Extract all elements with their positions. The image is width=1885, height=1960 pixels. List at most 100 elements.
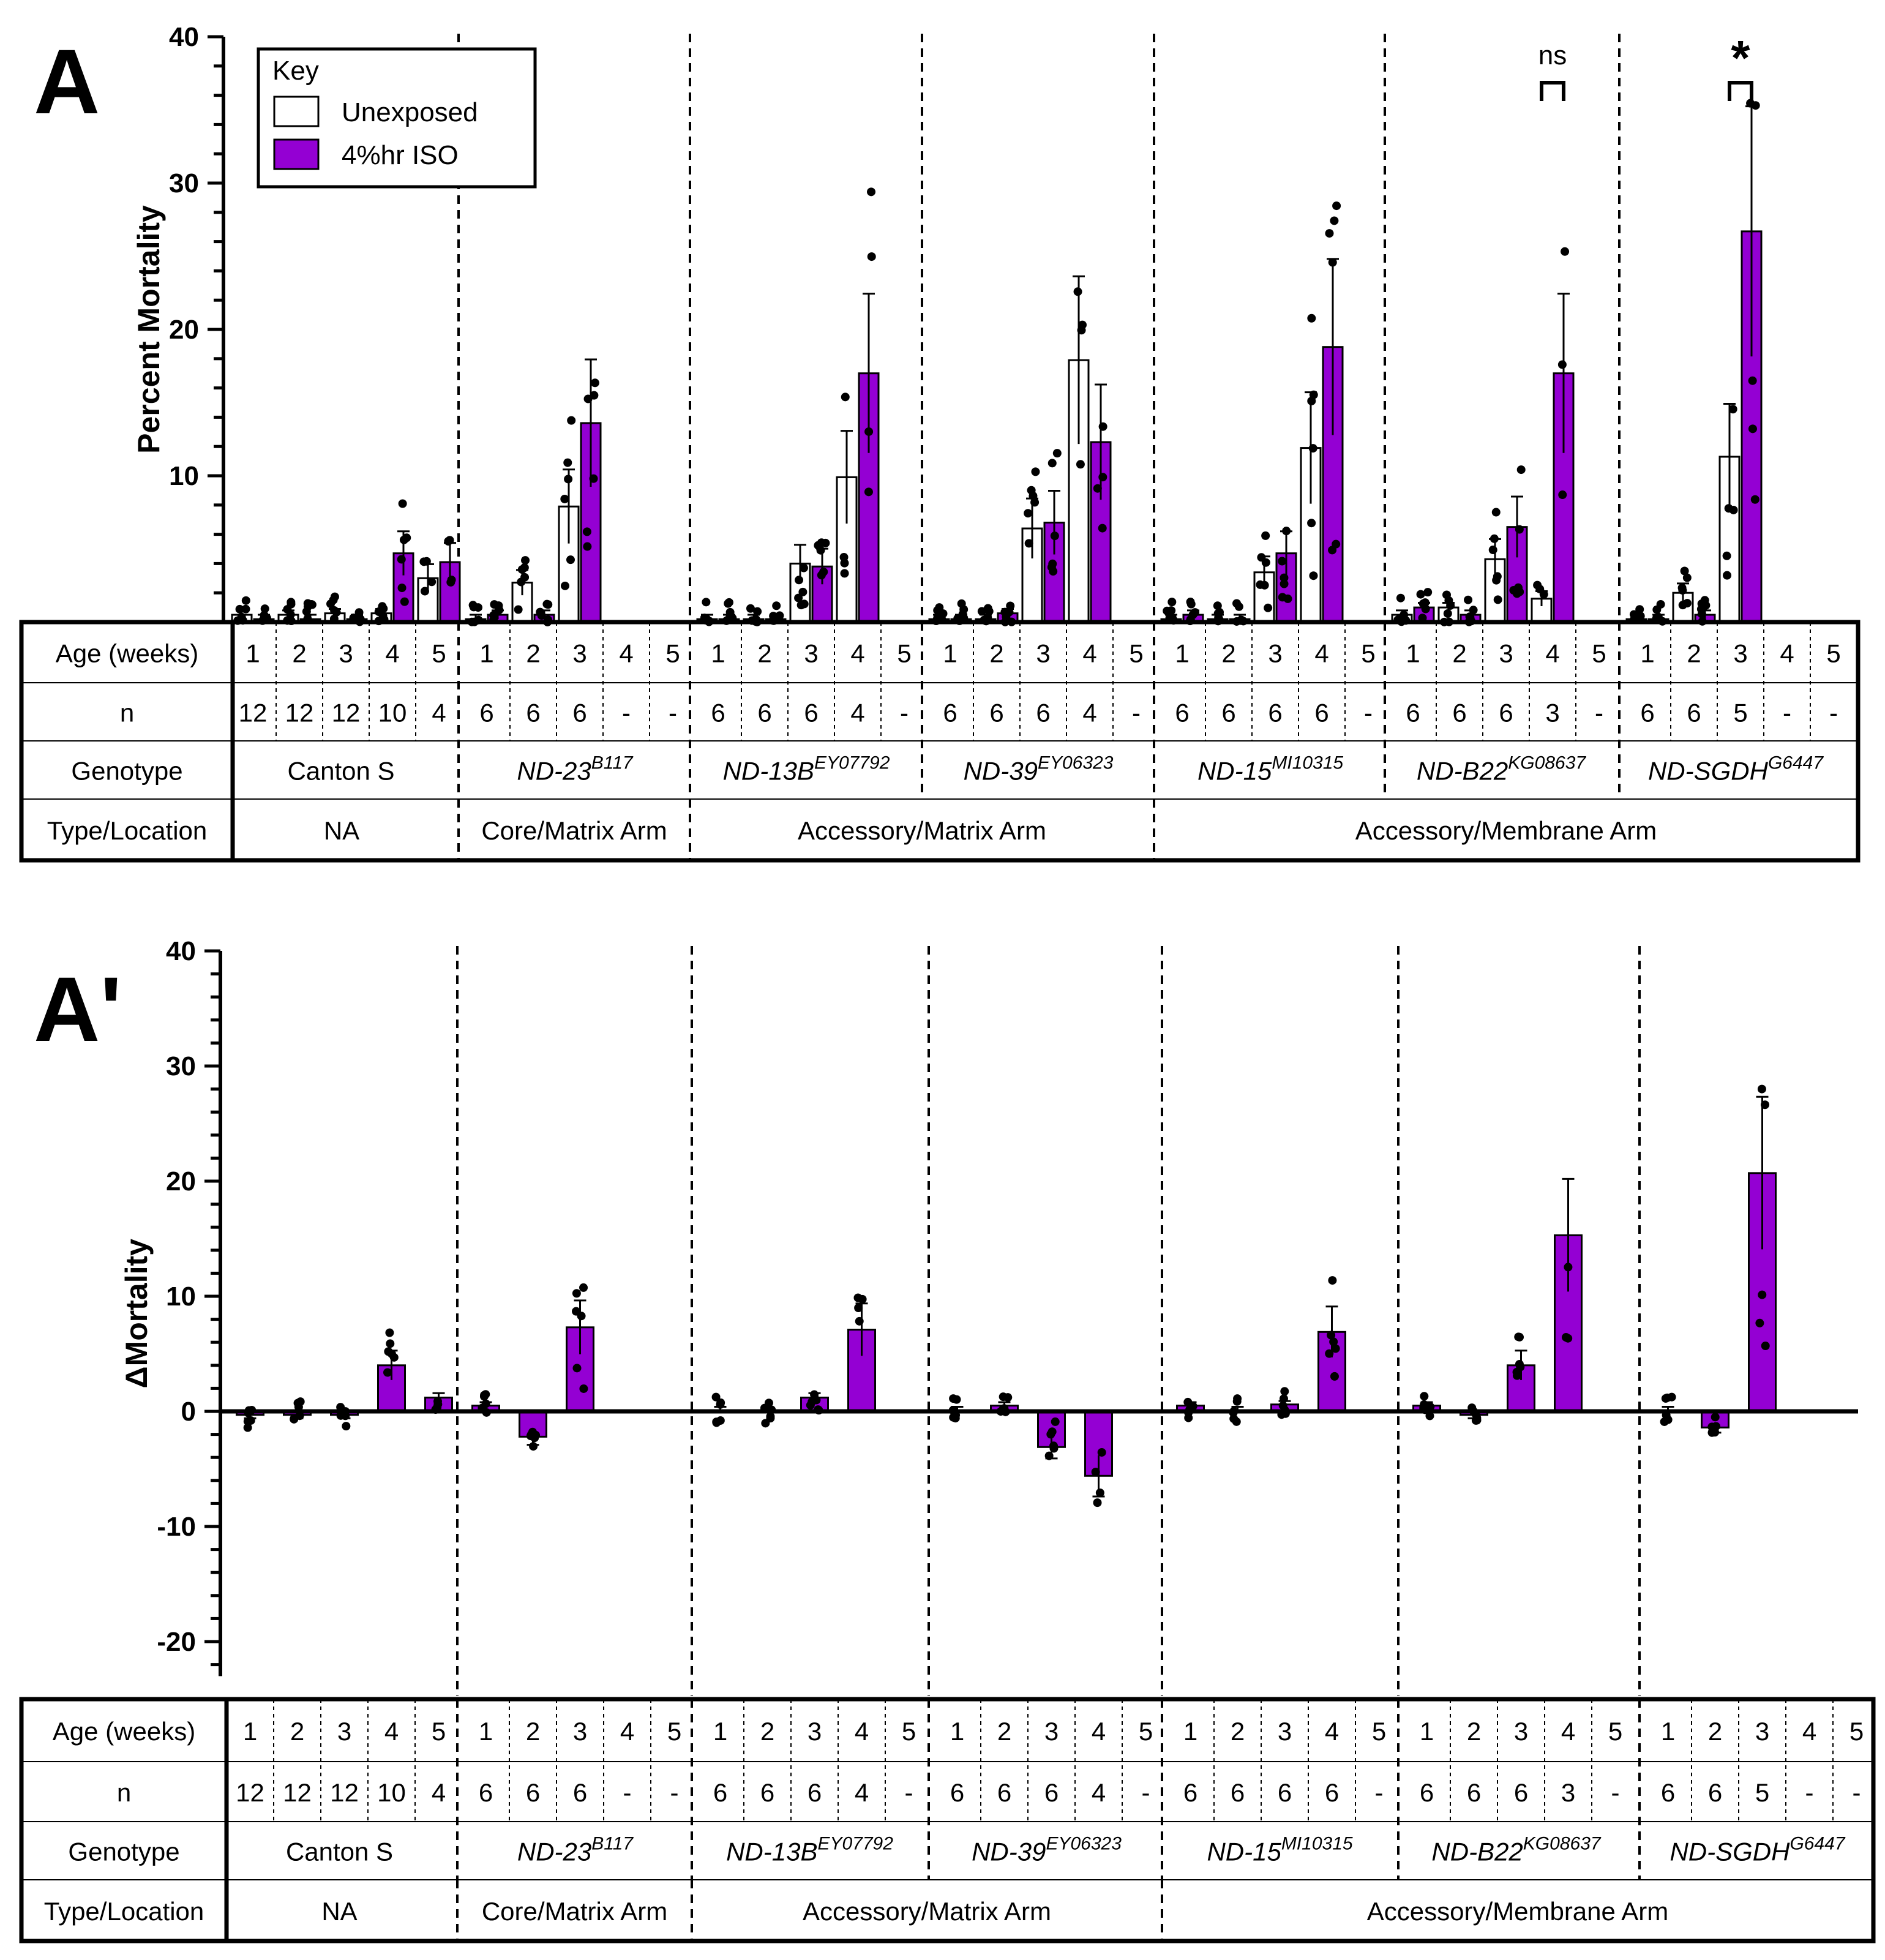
n-cell: - bbox=[1611, 1778, 1620, 1807]
data-point bbox=[303, 599, 312, 608]
genotype-name: ND-23B117 bbox=[517, 1834, 634, 1866]
y-tick-label: 40 bbox=[169, 22, 199, 52]
type-location-cell: Accessory/Matrix Arm bbox=[803, 1897, 1051, 1926]
data-point bbox=[1656, 599, 1665, 609]
data-point bbox=[1561, 247, 1570, 256]
data-point bbox=[798, 587, 808, 596]
legend-title: Key bbox=[272, 56, 319, 86]
n-cell: 4 bbox=[432, 1778, 446, 1807]
data-point bbox=[447, 576, 456, 585]
data-point bbox=[1278, 557, 1287, 566]
age-cell: 4 bbox=[1325, 1717, 1339, 1746]
n-cell: 6 bbox=[950, 1778, 964, 1807]
age-cell: 3 bbox=[1278, 1717, 1292, 1746]
data-point bbox=[243, 1417, 252, 1426]
age-cell: 1 bbox=[1175, 639, 1189, 668]
data-point bbox=[481, 1390, 490, 1399]
data-point bbox=[1729, 505, 1738, 514]
age-cell: 4 bbox=[1545, 639, 1559, 668]
n-cell: 6 bbox=[1183, 1778, 1197, 1807]
genotype-base: Canton S bbox=[287, 757, 394, 786]
n-cell: - bbox=[1805, 1778, 1814, 1807]
n-cell: 6 bbox=[989, 699, 1003, 727]
data-point bbox=[1280, 573, 1289, 582]
data-point bbox=[419, 557, 429, 566]
data-point bbox=[1330, 1372, 1339, 1381]
data-point bbox=[1728, 405, 1737, 414]
genotype-allele: MI10315 bbox=[1281, 1834, 1353, 1854]
n-cell: 10 bbox=[377, 1778, 406, 1807]
data-point bbox=[1188, 610, 1197, 619]
data-point bbox=[1332, 201, 1341, 211]
data-point bbox=[243, 1423, 252, 1432]
data-point bbox=[383, 1368, 392, 1377]
n-cell: 6 bbox=[1278, 1778, 1292, 1807]
data-point bbox=[384, 1347, 393, 1356]
y-tick-label: 20 bbox=[166, 1166, 196, 1196]
data-point bbox=[1711, 1413, 1720, 1422]
data-point bbox=[560, 581, 569, 590]
data-point bbox=[1278, 1401, 1287, 1410]
type-location-cell: Accessory/Matrix Arm bbox=[798, 816, 1046, 845]
data-point bbox=[1047, 459, 1057, 468]
data-point bbox=[858, 1294, 867, 1304]
data-point bbox=[1049, 1441, 1059, 1451]
table-row-label: Age (weeks) bbox=[56, 639, 198, 668]
type-location-cell: Core/Matrix Arm bbox=[481, 816, 667, 845]
n-cell: 6 bbox=[757, 699, 771, 727]
data-point bbox=[1491, 508, 1501, 517]
data-point bbox=[1233, 1394, 1242, 1403]
genotype-base: ND-SGDH bbox=[1670, 1838, 1790, 1866]
data-point bbox=[1051, 1417, 1060, 1426]
type-location-cell: Accessory/Membrane Arm bbox=[1355, 816, 1657, 845]
genotype-base: ND-B22 bbox=[1417, 757, 1508, 786]
y-tick-label: 0 bbox=[181, 1397, 196, 1427]
data-point bbox=[867, 187, 876, 197]
data-point bbox=[1030, 498, 1040, 507]
n-cell: 6 bbox=[804, 699, 818, 727]
data-point bbox=[764, 1399, 773, 1408]
data-point bbox=[753, 607, 762, 616]
age-cell: 3 bbox=[1499, 639, 1513, 668]
data-point bbox=[544, 600, 553, 609]
data-point bbox=[1492, 576, 1501, 585]
age-cell: 5 bbox=[432, 639, 446, 668]
n-cell: 12 bbox=[236, 1778, 264, 1807]
data-point bbox=[517, 577, 526, 587]
genotype-base: ND-13B bbox=[726, 1838, 817, 1866]
n-cell: 6 bbox=[808, 1778, 822, 1807]
n-cell: 12 bbox=[332, 699, 361, 727]
n-cell: 3 bbox=[1561, 1778, 1575, 1807]
genotype-allele: EY07792 bbox=[817, 1834, 893, 1854]
data-point bbox=[445, 536, 454, 545]
age-cell: 2 bbox=[1231, 1717, 1245, 1746]
data-point bbox=[590, 391, 599, 400]
data-point bbox=[567, 416, 576, 425]
type-location-cell: NA bbox=[321, 1897, 357, 1926]
age-cell: 4 bbox=[384, 1717, 399, 1746]
type-location-cell: NA bbox=[324, 816, 359, 845]
age-cell: 3 bbox=[1733, 639, 1747, 668]
table-row-label: n bbox=[120, 699, 134, 727]
age-cell: 4 bbox=[1082, 639, 1096, 668]
data-point bbox=[1093, 484, 1102, 493]
n-cell: - bbox=[1142, 1778, 1150, 1807]
n-cell: - bbox=[1375, 1778, 1384, 1807]
age-cell: 3 bbox=[339, 639, 353, 668]
data-point bbox=[712, 1418, 721, 1427]
n-cell: - bbox=[905, 1778, 913, 1807]
genotype-base: ND-SGDH bbox=[1648, 757, 1769, 786]
age-cell: 1 bbox=[1420, 1717, 1434, 1746]
age-cell: 4 bbox=[1561, 1717, 1575, 1746]
data-point bbox=[563, 458, 572, 467]
significance-bracket bbox=[1540, 81, 1565, 101]
y-tick-label: -10 bbox=[157, 1512, 196, 1542]
data-point bbox=[1488, 546, 1497, 555]
n-cell: - bbox=[670, 1778, 679, 1807]
legend-entry: Unexposed bbox=[342, 97, 478, 127]
data-point bbox=[1697, 609, 1706, 618]
data-point bbox=[1751, 101, 1760, 110]
age-cell: 1 bbox=[243, 1717, 257, 1746]
data-point bbox=[1257, 553, 1266, 562]
age-cell: 4 bbox=[1092, 1717, 1106, 1746]
